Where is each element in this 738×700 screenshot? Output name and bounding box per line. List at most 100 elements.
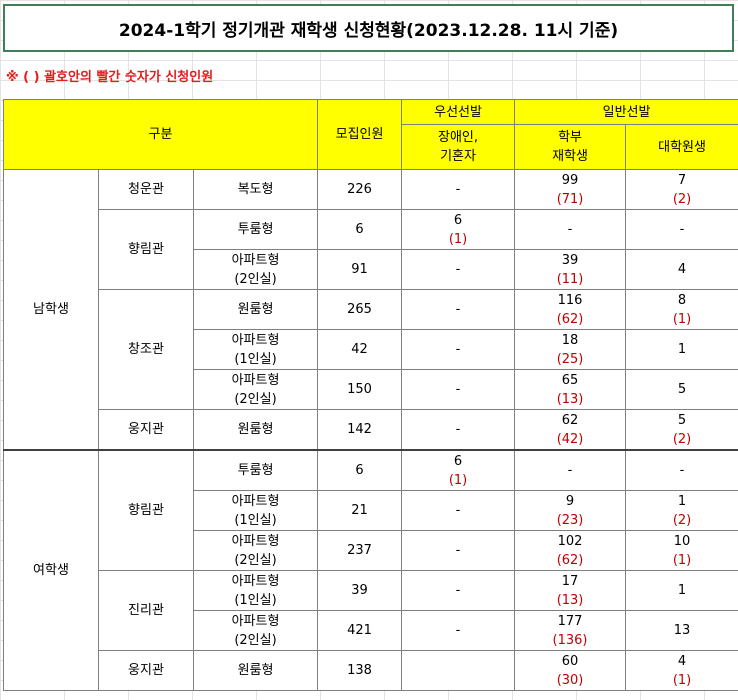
capacity-cell: 226 (317, 169, 403, 210)
room-type: 아파트형 (1인실) (192, 329, 319, 370)
undergrad-applicants: (13) (556, 391, 584, 407)
header-disabled-married: 장애인, 기혼자 (401, 124, 516, 170)
priority-cell: - (401, 409, 516, 451)
undergrad-cell: 177 (136) (514, 610, 627, 651)
grad-cell: 4 (1) (625, 650, 738, 691)
undergrad-value: 102 (557, 533, 583, 549)
header-undergrad-line1: 학부 (558, 130, 582, 145)
room-type-line2: (2인실) (234, 271, 277, 287)
header-disabled-line2: 기혼자 (440, 149, 476, 164)
header-general: 일반선발 (514, 99, 738, 125)
priority-value: 6 (453, 212, 463, 228)
room-type: 복도형 (192, 169, 319, 210)
header-undergrad: 학부 재학생 (514, 124, 627, 170)
grad-applicants: (2) (672, 191, 692, 207)
room-type: 아파트형 (1인실) (192, 570, 319, 611)
undergrad-applicants: (42) (556, 431, 584, 447)
header-row-1: 구분 모집인원 우선선발 일반선발 (2, 99, 738, 170)
undergrad-applicants: (136) (552, 632, 588, 648)
capacity-cell: 138 (317, 650, 403, 691)
grad-applicants: (1) (672, 552, 692, 568)
room-type-line1: 아파트형 (231, 372, 280, 388)
priority-value: - (455, 623, 461, 638)
priority-cell: 6 (1) (401, 449, 516, 491)
header-capacity: 모집인원 (317, 99, 403, 170)
table-row: 아파트형 (2인실) 150 - 65 (13) 5 (4, 369, 738, 410)
priority-value: - (455, 262, 461, 277)
undergrad-cell: 62 (42) (514, 409, 627, 451)
grad-value: 10 (673, 533, 691, 549)
capacity-cell: 91 (317, 249, 403, 290)
header-grad: 대학원생 (625, 124, 738, 170)
table-row: 웅지관 원룸형 138 60 (30) 4 (1) (4, 650, 738, 691)
table-row: 아파트형 (1인실) 42 - 18 (25) 1 (4, 329, 738, 370)
undergrad-cell: 60 (30) (514, 650, 627, 691)
priority-cell: - (401, 490, 516, 531)
room-type: 투룸형 (192, 449, 319, 491)
dorm-name: 웅지관 (98, 409, 194, 451)
grad-applicants: (2) (672, 431, 692, 447)
table-row: 진리관 아파트형 (1인실) 39 - 17 (13) 1 (4, 570, 738, 651)
priority-cell: - (401, 169, 516, 210)
room-type-line1: 복도형 (237, 182, 274, 197)
priority-value: - (455, 382, 461, 397)
undergrad-cell: 39 (11) (514, 249, 627, 290)
undergrad-cell: - (514, 449, 627, 491)
undergrad-value: 116 (557, 292, 583, 308)
undergrad-cell: - (514, 209, 627, 250)
grad-value: 4 (677, 262, 687, 277)
grad-cell: 1 (625, 329, 738, 370)
priority-cell: - (401, 329, 516, 370)
undergrad-value: 60 (561, 653, 579, 669)
grad-cell: 7 (2) (625, 169, 738, 210)
room-type: 아파트형 (2인실) (192, 369, 319, 410)
room-type-line1: 투룸형 (237, 222, 274, 237)
capacity-cell: 21 (317, 490, 403, 531)
undergrad-value: 17 (561, 573, 579, 589)
capacity-cell: 265 (317, 289, 403, 330)
undergrad-value: 65 (561, 372, 579, 388)
priority-value: - (455, 182, 461, 197)
undergrad-applicants: (62) (556, 311, 584, 327)
undergrad-applicants: (23) (556, 512, 584, 528)
header-disabled-line1: 장애인, (438, 130, 479, 145)
grad-value: - (679, 463, 685, 478)
priority-cell: - (401, 249, 516, 290)
priority-cell: - (401, 570, 516, 611)
priority-applicants: (1) (448, 231, 468, 247)
grad-cell: 8 (1) (625, 289, 738, 330)
capacity-cell: 39 (317, 570, 403, 611)
room-type-line1: 원룸형 (237, 302, 274, 317)
priority-cell (401, 650, 516, 691)
priority-cell: 6 (1) (401, 209, 516, 250)
priority-applicants: (1) (448, 472, 468, 488)
table-row: 웅지관 원룸형 142 - 62 (42) 5 (2) (4, 409, 738, 451)
room-type-line1: 투룸형 (237, 463, 274, 478)
grad-cell: - (625, 209, 738, 250)
grad-cell: 5 (2) (625, 409, 738, 451)
dormitory-application-table: 구분 모집인원 우선선발 일반선발 장애인, 기혼자 학부 재학생 대학원생 남… (2, 99, 738, 691)
undergrad-cell: 65 (13) (514, 369, 627, 410)
grad-value: 5 (677, 412, 687, 428)
room-type-line1: 아파트형 (231, 493, 280, 509)
undergrad-value: 18 (561, 332, 579, 348)
grad-value: 1 (677, 342, 687, 357)
grad-cell: 10 (1) (625, 530, 738, 571)
room-type-line1: 아파트형 (231, 252, 280, 268)
room-type-line1: 아파트형 (231, 533, 280, 549)
undergrad-applicants: (25) (556, 351, 584, 367)
undergrad-applicants: (11) (556, 271, 584, 287)
group-male: 남학생 (3, 169, 99, 451)
priority-value: - (455, 543, 461, 558)
room-type: 아파트형 (2인실) (192, 610, 319, 651)
grad-applicants: (1) (672, 672, 692, 688)
priority-value: 6 (453, 453, 463, 469)
room-type: 원룸형 (192, 409, 319, 451)
priority-cell: - (401, 289, 516, 330)
dorm-name: 창조관 (98, 289, 194, 410)
room-type-line2: (2인실) (234, 391, 277, 407)
room-type-line1: 아파트형 (231, 332, 280, 348)
grad-value: 1 (677, 493, 687, 509)
grad-value: 8 (677, 292, 687, 308)
capacity-cell: 6 (317, 209, 403, 250)
